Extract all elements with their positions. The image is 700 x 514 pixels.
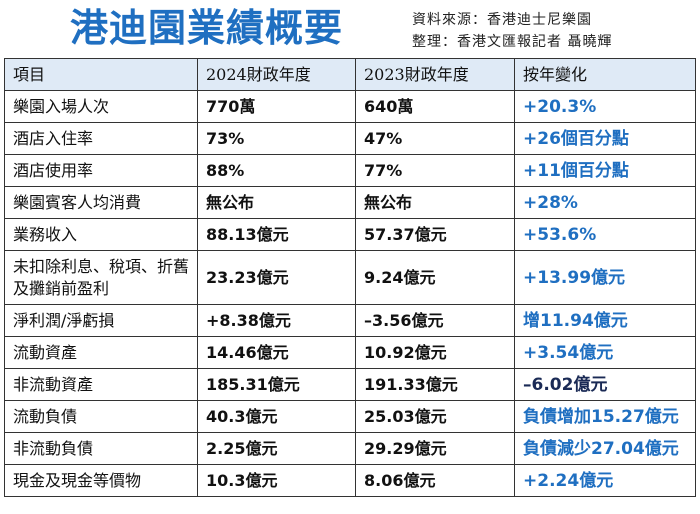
row-fy2024: 88.13億元 [197, 218, 356, 251]
page-title: 港迪園業績概要 [70, 6, 344, 50]
row-fy2024: 88% [197, 154, 356, 187]
table-row: 業務收入 88.13億元 57.37億元 +53.6% [4, 218, 696, 251]
row-fy2024: 73% [197, 122, 356, 155]
row-change: 負債增加15.27億元 [514, 400, 696, 433]
row-item: 流動負債 [4, 400, 198, 433]
row-fy2024: 2.25億元 [197, 432, 356, 465]
row-item: 非流動負債 [4, 432, 198, 465]
row-change: +13.99億元 [514, 250, 696, 305]
table-row: 流動負債 40.3億元 25.03億元 負債增加15.27億元 [4, 400, 696, 433]
row-change: +20.3% [514, 90, 696, 123]
row-item: 淨利潤/淨虧損 [4, 304, 198, 337]
row-fy2024: 40.3億元 [197, 400, 356, 433]
row-fy2023: 640萬 [355, 90, 515, 123]
table-row: 淨利潤/淨虧損 +8.38億元 –3.56億元 增11.94億元 [4, 304, 696, 337]
row-item: 流動資產 [4, 336, 198, 369]
header-change: 按年變化 [514, 58, 696, 91]
row-fy2024: 23.23億元 [197, 250, 356, 305]
table-row: 現金及現金等價物 10.3億元 8.06億元 +2.24億元 [4, 464, 696, 497]
row-fy2024: 14.46億元 [197, 336, 356, 369]
row-fy2023: 29.29億元 [355, 432, 515, 465]
row-item: 業務收入 [4, 218, 198, 251]
row-item: 現金及現金等價物 [4, 464, 198, 497]
table-row: 酒店入住率 73% 47% +26個百分點 [4, 122, 696, 155]
row-fy2024: 10.3億元 [197, 464, 356, 497]
row-change: +28% [514, 186, 696, 219]
table-row: 樂園入場人次 770萬 640萬 +20.3% [4, 90, 696, 123]
header-fy2023: 2023財政年度 [355, 58, 515, 91]
row-fy2024: 770萬 [197, 90, 356, 123]
row-fy2023: 25.03億元 [355, 400, 515, 433]
row-change: +53.6% [514, 218, 696, 251]
results-table: 項目 2024財政年度 2023財政年度 按年變化 樂園入場人次 770萬 64… [4, 58, 696, 497]
row-fy2023: 47% [355, 122, 515, 155]
header-fy2024: 2024財政年度 [197, 58, 356, 91]
row-change: +3.54億元 [514, 336, 696, 369]
row-fy2023: 77% [355, 154, 515, 187]
row-fy2024: 185.31億元 [197, 368, 356, 401]
row-change: +26個百分點 [514, 122, 696, 155]
row-fy2023: 10.92億元 [355, 336, 515, 369]
row-item: 酒店入住率 [4, 122, 198, 155]
table-header-row: 項目 2024財政年度 2023財政年度 按年變化 [4, 58, 696, 91]
table-row: 樂園賓客人均消費 無公布 無公布 +28% [4, 186, 696, 219]
row-fy2024: +8.38億元 [197, 304, 356, 337]
row-item: 酒店使用率 [4, 154, 198, 187]
table-row: 未扣除利息、稅項、折舊及攤銷前盈利 23.23億元 9.24億元 +13.99億… [4, 250, 696, 305]
row-fy2023: 8.06億元 [355, 464, 515, 497]
source-line: 資料來源：香港迪士尼樂園 [412, 12, 592, 28]
row-item: 未扣除利息、稅項、折舊及攤銷前盈利 [4, 250, 198, 305]
row-change: +11個百分點 [514, 154, 696, 187]
row-fy2023: 9.24億元 [355, 250, 515, 305]
row-item: 樂園入場人次 [4, 90, 198, 123]
table-row: 非流動資產 185.31億元 191.33億元 –6.02億元 [4, 368, 696, 401]
header: 港迪園業績概要 資料來源：香港迪士尼樂園 整理：香港文匯報記者 聶曉輝 [0, 0, 700, 58]
header-item: 項目 [4, 58, 198, 91]
row-fy2023: 57.37億元 [355, 218, 515, 251]
row-fy2024: 無公布 [197, 186, 356, 219]
row-change: 負債減少27.04億元 [514, 432, 696, 465]
row-change: +2.24億元 [514, 464, 696, 497]
row-item: 非流動資產 [4, 368, 198, 401]
table-row: 酒店使用率 88% 77% +11個百分點 [4, 154, 696, 187]
row-item: 樂園賓客人均消費 [4, 186, 198, 219]
row-change: 增11.94億元 [514, 304, 696, 337]
table-row: 流動資產 14.46億元 10.92億元 +3.54億元 [4, 336, 696, 369]
row-fy2023: 191.33億元 [355, 368, 515, 401]
row-change: –6.02億元 [514, 368, 696, 401]
table-row: 非流動負債 2.25億元 29.29億元 負債減少27.04億元 [4, 432, 696, 465]
credit-line: 整理：香港文匯報記者 聶曉輝 [412, 34, 613, 50]
row-fy2023: –3.56億元 [355, 304, 515, 337]
row-fy2023: 無公布 [355, 186, 515, 219]
